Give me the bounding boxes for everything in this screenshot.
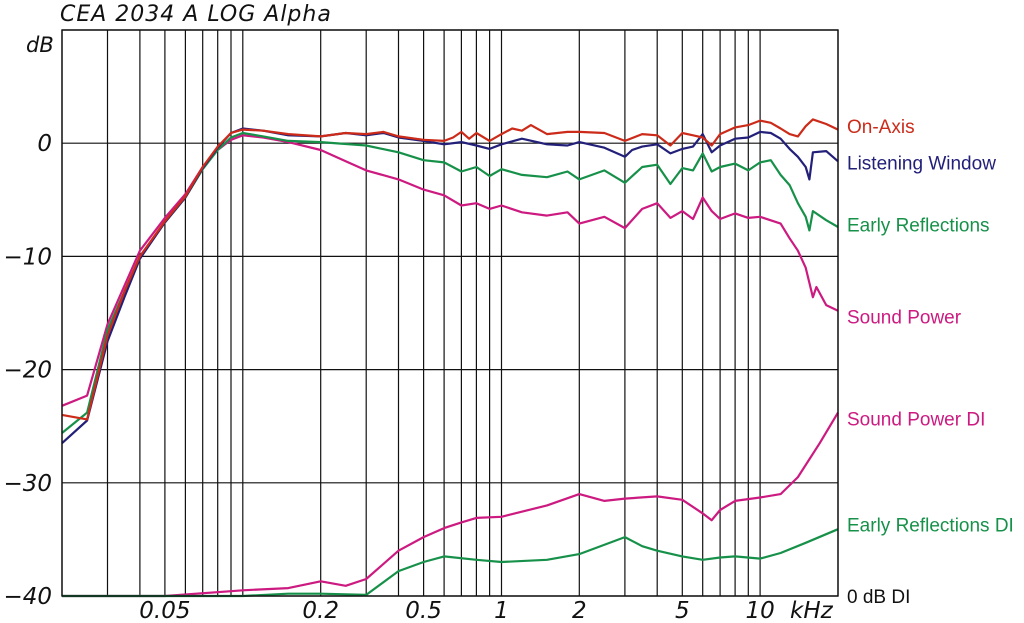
x-tick-labels: 0.05 0.2 0.5 1 2 5 10 xyxy=(139,598,774,623)
series-labels: On-Axis Listening Window Early Reflections… xyxy=(847,117,1014,608)
x-axis-unit-label: kHz xyxy=(790,598,834,623)
y-tick-label: −10 xyxy=(3,244,52,270)
series-label: On-Axis xyxy=(847,117,915,138)
x-tick-label: 5 xyxy=(675,598,690,623)
series-layer xyxy=(61,118,839,598)
y-tick-label: −40 xyxy=(3,584,52,610)
x-tick-label: 0.05 xyxy=(139,598,190,623)
x-tick-label: 2 xyxy=(572,598,587,623)
series-line-listening-window xyxy=(61,127,839,445)
series-label: Sound Power DI xyxy=(847,409,985,430)
series-line-on-axis xyxy=(61,118,839,421)
y-tick-label: −30 xyxy=(3,471,52,497)
x-tick-label: 1 xyxy=(494,598,509,623)
series-line-early-reflections-di xyxy=(62,528,839,598)
series-line-early-reflections xyxy=(61,131,839,434)
series-label: Early Reflections xyxy=(847,216,990,237)
x-tick-label: 10 xyxy=(745,598,774,623)
chart-title: CEA 2034 A LOG Alpha xyxy=(60,2,332,27)
y-axis-unit-label: dB xyxy=(26,33,54,57)
y-tick-labels: 0 −10 −20 −30 −40 xyxy=(3,131,52,610)
y-tick-label: 0 xyxy=(37,131,52,157)
x-tick-label: 0.2 xyxy=(302,598,339,623)
grid xyxy=(61,29,839,597)
x-tick-label: 0.5 xyxy=(405,598,442,623)
series-label: 0 dB DI xyxy=(847,587,910,608)
plot-frame xyxy=(61,29,839,597)
series-label: Early Reflections DI xyxy=(847,516,1014,537)
series-line-sound-power-di xyxy=(62,412,839,598)
series-label: Sound Power xyxy=(847,307,962,328)
series-label: Listening Window xyxy=(847,153,996,174)
series-line-sound-power xyxy=(61,134,839,407)
y-tick-label: −20 xyxy=(3,358,52,384)
